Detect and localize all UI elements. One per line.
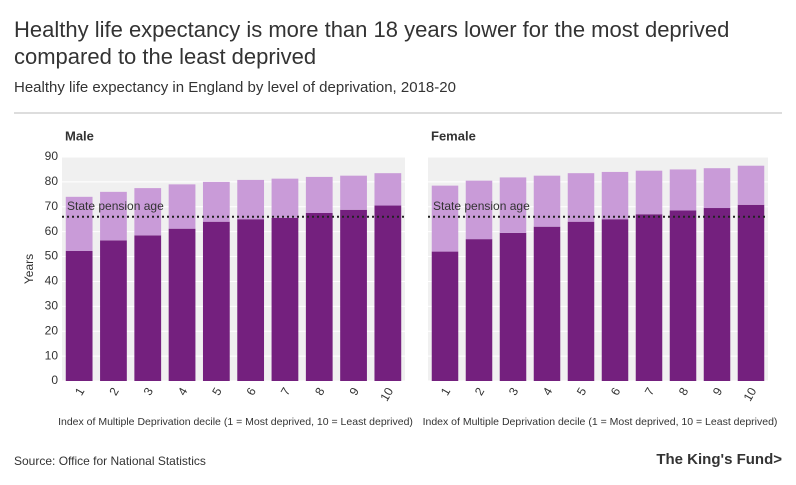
x-tick-label: 3 [506, 385, 522, 398]
y-tick-label: 0 [51, 373, 58, 387]
bar-segment [237, 219, 265, 381]
bar-segment [374, 173, 402, 206]
x-tick-label: 1 [438, 385, 454, 398]
panel-title: Male [65, 128, 94, 143]
bar-segment [669, 210, 697, 381]
x-axis-label: Index of Multiple Deprivation decile (1 … [423, 416, 778, 428]
x-tick-label: 7 [642, 385, 658, 398]
bar-segment [168, 184, 196, 229]
bar-segment [737, 204, 765, 381]
y-tick-label: 40 [45, 274, 59, 288]
y-tick-label: 90 [45, 149, 59, 163]
bar-segment [237, 179, 265, 220]
x-tick-label: 2 [106, 385, 122, 398]
x-tick-label: 6 [608, 385, 624, 398]
x-tick-label: 6 [244, 385, 260, 398]
bar-segment [465, 180, 493, 240]
bar-segment [499, 232, 527, 381]
brand: The King's Fund> [656, 451, 782, 468]
y-tick-label: 70 [45, 199, 59, 213]
bar-segment [601, 171, 629, 220]
bar-segment [305, 213, 333, 381]
bar-segment [635, 170, 663, 215]
bar-segment [271, 178, 299, 218]
x-tick-label: 3 [141, 385, 157, 398]
x-tick-label: 1 [72, 385, 88, 398]
x-tick-label: 5 [209, 385, 225, 398]
bar-segment [340, 209, 367, 381]
y-tick-label: 50 [45, 249, 59, 263]
y-axis-label: Years [22, 254, 36, 284]
bar-segment [601, 219, 629, 381]
bar-segment [431, 185, 459, 252]
y-tick-label: 30 [45, 299, 59, 313]
x-tick-label: 4 [540, 385, 556, 398]
bar-segment [134, 235, 162, 381]
bar-segment [567, 173, 595, 222]
bar-segment [465, 239, 493, 381]
bar-segment [65, 196, 93, 251]
x-tick-label: 8 [312, 385, 328, 398]
x-tick-label: 9 [710, 385, 726, 398]
x-tick-label: 5 [574, 385, 590, 398]
bar-segment [340, 175, 367, 210]
bar-segment [533, 175, 561, 227]
bar-segment [305, 176, 333, 213]
bar-segment [168, 228, 196, 381]
x-tick-label: 2 [472, 385, 488, 398]
bar-segment [134, 188, 162, 236]
subtitle: Healthy life expectancy in England by le… [14, 79, 456, 96]
bar-segment [431, 251, 459, 381]
y-tick-label: 20 [45, 323, 59, 337]
reference-label: State pension age [67, 199, 164, 213]
y-tick-label: 10 [45, 348, 59, 362]
y-tick-label: 80 [45, 174, 59, 188]
bar-segment [271, 217, 299, 381]
x-tick-label: 4 [175, 385, 191, 398]
bar-segment [703, 168, 731, 209]
x-tick-label: 8 [676, 385, 692, 398]
bar-segment [533, 226, 561, 381]
bar-segment [65, 250, 93, 381]
bar-segment [669, 169, 697, 211]
x-tick-label: 10 [741, 385, 760, 404]
panel-title: Female [431, 128, 476, 143]
bar-segment [499, 177, 527, 233]
bar-segment [374, 205, 402, 381]
title-line-2: compared to the least deprived [14, 44, 316, 69]
x-axis-label: Index of Multiple Deprivation decile (1 … [58, 416, 413, 428]
bar-segment [202, 181, 230, 222]
x-tick-label: 10 [377, 385, 396, 404]
reference-label: State pension age [433, 199, 530, 213]
title-line-1: Healthy life expectancy is more than 18 … [14, 17, 729, 42]
bar-segment [703, 208, 731, 381]
bar-segment [635, 214, 663, 381]
bar-segment [100, 240, 127, 381]
bar-segment [737, 165, 765, 205]
x-tick-label: 7 [278, 385, 294, 398]
bar-segment [567, 221, 595, 381]
bar-segment [202, 221, 230, 381]
source: Source: Office for National Statistics [14, 454, 206, 468]
x-tick-label: 9 [346, 385, 362, 398]
y-tick-label: 60 [45, 224, 59, 238]
